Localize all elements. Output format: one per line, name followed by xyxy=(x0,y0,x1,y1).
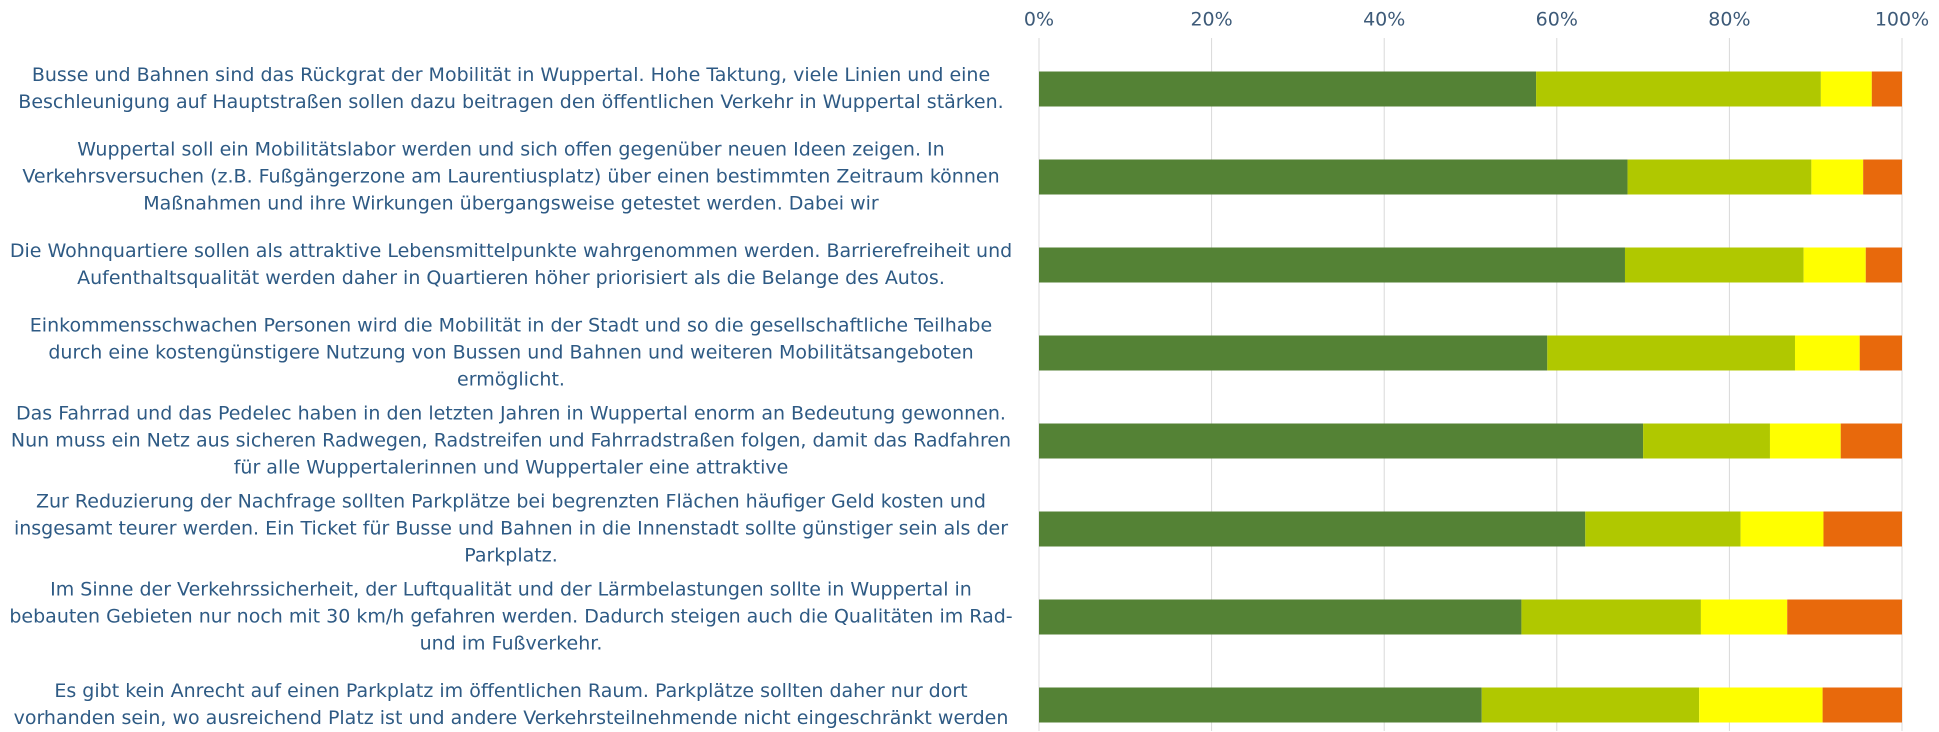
bar-segment xyxy=(1871,71,1902,107)
bar-segment xyxy=(1740,511,1824,547)
bar-segment xyxy=(1624,247,1804,283)
bar-segment xyxy=(1794,335,1860,371)
bar-segment xyxy=(1627,159,1812,195)
category-label: Im Sinne der Verkehrssicherheit, der Luf… xyxy=(9,578,1013,655)
bar-segment xyxy=(1865,247,1902,283)
x-tick-label: 20% xyxy=(1190,9,1232,31)
x-tick-label: 0% xyxy=(1024,9,1054,31)
category-label: Busse und Bahnen sind das Rückgrat der M… xyxy=(18,64,1004,113)
bar-segment xyxy=(1585,511,1741,547)
bar-segment xyxy=(1700,599,1788,635)
bar-segment xyxy=(1536,71,1821,107)
bar-segment xyxy=(1039,511,1586,547)
x-tick-label: 60% xyxy=(1536,9,1578,31)
category-label: Wuppertal soll ein Mobilitätslabor werde… xyxy=(22,138,1000,215)
x-tick-label: 40% xyxy=(1363,9,1405,31)
bar-segment xyxy=(1039,687,1482,723)
category-label: Die Wohnquartiere sollen als attraktive … xyxy=(9,240,1013,289)
bar-segment xyxy=(1699,687,1823,723)
bar-segment xyxy=(1481,687,1700,723)
bar-segment xyxy=(1039,599,1522,635)
bar-segment xyxy=(1863,159,1902,195)
bar-segment xyxy=(1840,423,1902,459)
bar-segment xyxy=(1547,335,1795,371)
bar-segment xyxy=(1039,159,1628,195)
bar-segment xyxy=(1820,71,1872,107)
category-label: Es gibt kein Anrecht auf einen Parkplatz… xyxy=(13,680,1009,729)
bar-segment xyxy=(1811,159,1864,195)
bar-segment xyxy=(1643,423,1770,459)
bar-segment xyxy=(1039,335,1548,371)
bar-segment xyxy=(1803,247,1866,283)
bar-segment xyxy=(1787,599,1902,635)
category-label: Das Fahrrad und das Pedelec haben in den… xyxy=(10,402,1012,479)
bar-segment xyxy=(1039,423,1644,459)
x-tick-label: 80% xyxy=(1708,9,1750,31)
bar-segment xyxy=(1822,687,1902,723)
bar-segment xyxy=(1521,599,1701,635)
x-tick-label: 100% xyxy=(1875,9,1929,31)
bar-segment xyxy=(1859,335,1902,371)
category-label: Zur Reduzierung der Nachfrage sollten Pa… xyxy=(13,490,1009,567)
bar-segment xyxy=(1823,511,1902,547)
bar-segment xyxy=(1769,423,1841,459)
bar-segment xyxy=(1039,71,1537,107)
bar-segment xyxy=(1039,247,1625,283)
category-label: Einkommensschwachen Personen wird die Mo… xyxy=(29,314,993,391)
